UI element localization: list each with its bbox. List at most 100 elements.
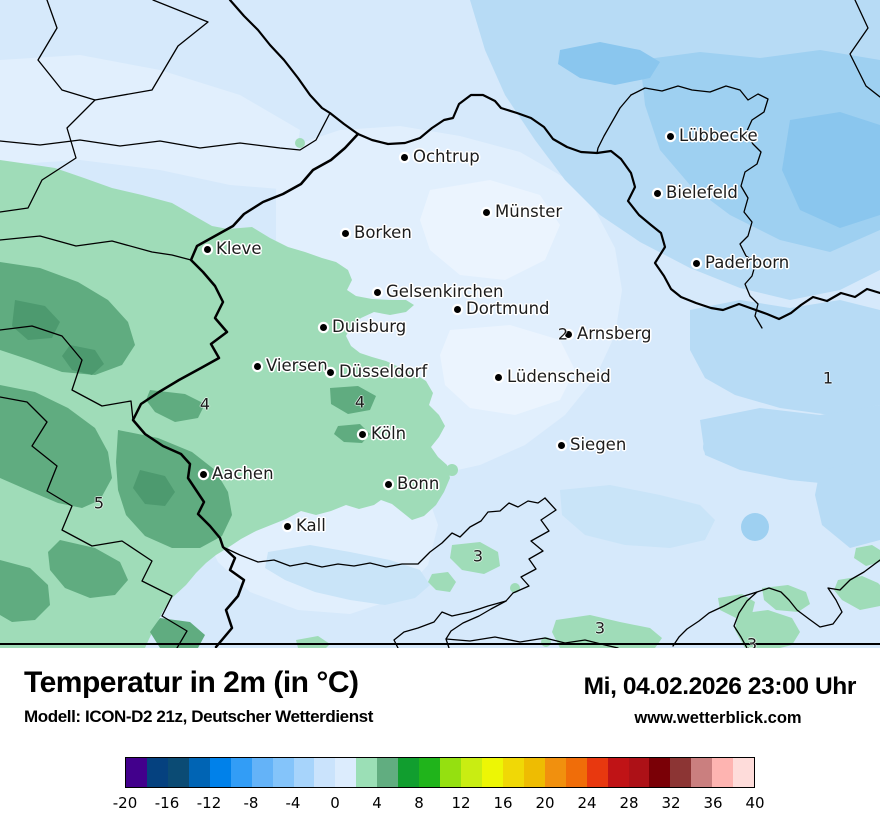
city-dot-icon [326, 368, 334, 376]
website-url: www.wetterblick.com [634, 709, 802, 727]
city-label: Kall [296, 516, 326, 535]
colorbar-segment [628, 758, 650, 787]
city-label: Aachen [212, 464, 274, 483]
city-dot-icon [482, 208, 490, 216]
temperature-value-label: 3 [594, 618, 606, 638]
green-patches-south [295, 138, 880, 648]
colorbar-tick: -16 [154, 794, 180, 812]
colorbar-segment [481, 758, 503, 787]
colorbar-segment [167, 758, 189, 787]
temperature-colorbar [125, 757, 755, 788]
forecast-datetime: Mi, 04.02.2026 23:00 Uhr [583, 673, 857, 700]
state-borders [0, 0, 880, 648]
city-label: Paderborn [705, 253, 790, 272]
city-dot-icon [400, 153, 408, 161]
colorbar-segment [146, 758, 168, 787]
city-label: Düsseldorf [339, 362, 428, 381]
temperature-map: Ochtrup Lübbecke Münster Bielefeld Borken Kle… [0, 0, 880, 648]
city-label: Bielefeld [666, 183, 738, 202]
model-info: Modell: ICON-D2 21z, Deutscher Wetterdie… [24, 707, 373, 726]
temperature-value-label: 2 [557, 324, 569, 344]
temperature-value-label: 4 [354, 392, 366, 412]
colorbar-tick: 20 [535, 794, 555, 812]
city-label: Arnsberg [577, 324, 652, 343]
city-dot-icon [199, 470, 207, 478]
city-dot-icon [319, 323, 327, 331]
city-dot-icon [453, 305, 461, 313]
colorbar-segment [377, 758, 399, 787]
colorbar-tick: -8 [243, 794, 259, 812]
city-dot-icon [358, 430, 366, 438]
colorbar-tick: 32 [661, 794, 681, 812]
colorbar-segment [733, 758, 755, 787]
colorbar-segment [691, 758, 713, 787]
colorbar-tick: 40 [745, 794, 765, 812]
city-dot-icon [666, 132, 674, 140]
city-dot-icon [494, 373, 502, 381]
colorbar-segment [670, 758, 692, 787]
city-label: Ochtrup [413, 147, 480, 166]
colorbar-segment [251, 758, 273, 787]
colorbar-tick: -12 [196, 794, 222, 812]
colorbar-tick: 24 [577, 794, 597, 812]
city-label: Duisburg [332, 317, 407, 336]
page-title: Temperatur in 2m (in °C) [24, 666, 359, 699]
light-blue-patches [265, 485, 715, 605]
city-dot-icon [341, 229, 349, 237]
colorbar-segment [230, 758, 252, 787]
colorbar-segment [188, 758, 210, 787]
colorbar-segment [712, 758, 734, 787]
temperature-value-label: 3 [746, 634, 758, 649]
colorbar-segment [586, 758, 608, 787]
green-temperature-region [0, 160, 450, 648]
city-label: Münster [495, 202, 563, 221]
colorbar-segment [523, 758, 545, 787]
city-label: Lüdenscheid [507, 367, 611, 386]
city-dot-icon [557, 441, 565, 449]
colorbar-segment [356, 758, 378, 787]
city-dot-icon [653, 189, 661, 197]
city-dot-icon [692, 259, 700, 267]
colorbar-tick: 36 [703, 794, 723, 812]
city-dot-icon [253, 362, 261, 370]
city-label: Köln [371, 424, 407, 443]
colorbar-tick-labels: -20 -16 -12 -8 -4 0 4 8 12 16 20 24 28 32 36 40 [113, 794, 765, 814]
colorbar-segment [461, 758, 482, 787]
colorbar-tick: 4 [372, 794, 382, 812]
colorbar-tick: 12 [451, 794, 471, 812]
city-dot-icon [373, 288, 381, 296]
colorbar-segment [502, 758, 524, 787]
temperature-value-label: 5 [93, 493, 105, 513]
colorbar-segment [544, 758, 566, 787]
colorbar-segment [398, 758, 420, 787]
city-label: Kleve [216, 239, 262, 258]
temperature-value-label: 3 [472, 546, 484, 566]
colorbar-tick: -20 [112, 794, 138, 812]
city-label-layer: Ochtrup Lübbecke Münster Bielefeld Borken Kle… [93, 126, 834, 649]
city-dot-icon [203, 245, 211, 253]
city-label: Viersen [266, 356, 328, 375]
colorbar-segment [126, 758, 147, 787]
city-label: Siegen [570, 435, 627, 454]
city-dot-icon [564, 330, 572, 338]
temperature-value-label: 1 [822, 368, 834, 388]
city-label: Lübbecke [679, 126, 758, 145]
city-dot-icon [384, 480, 392, 488]
city-dot-icon [283, 522, 291, 530]
city-label: Bonn [397, 474, 440, 493]
colorbar-segment [314, 758, 336, 787]
colorbar-tick: 8 [414, 794, 424, 812]
colorbar-tick: 16 [493, 794, 513, 812]
colorbar-tick: 0 [330, 794, 340, 812]
colorbar-segment [419, 758, 441, 787]
colorbar-tick: -4 [285, 794, 301, 812]
colorbar-segment [649, 758, 671, 787]
colorbar-segment [335, 758, 357, 787]
temperature-value-label: 4 [199, 394, 211, 414]
colorbar-segment [440, 758, 461, 787]
colorbar-segment [607, 758, 629, 787]
map-bottom-frame [0, 643, 880, 645]
colorbar-segment [293, 758, 315, 787]
city-label: Borken [354, 223, 412, 242]
